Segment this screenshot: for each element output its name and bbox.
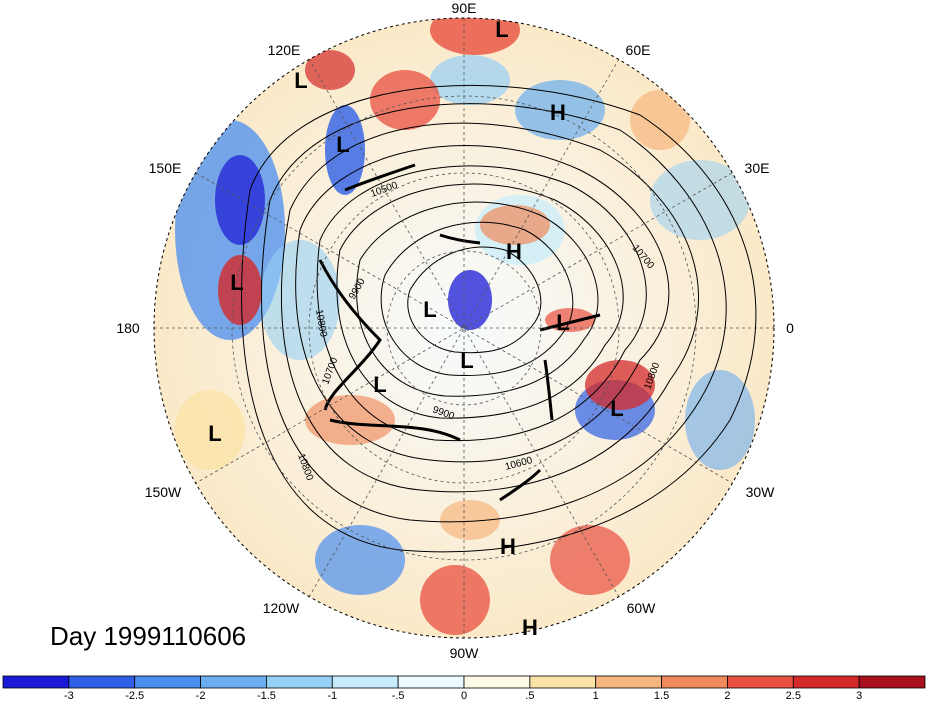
- colorbar-swatch: [397, 675, 465, 689]
- pressure-center-l: L: [423, 297, 436, 322]
- graticule: [154, 18, 774, 638]
- colorbar-tick-label: -.5: [392, 690, 405, 702]
- colorbar-swatch: [134, 675, 201, 689]
- colorbar-swatch: [529, 675, 597, 689]
- lon-label-150w: 150W: [145, 484, 182, 500]
- lon-label-120e: 120E: [268, 42, 301, 58]
- lon-label-90e: 90E: [452, 0, 477, 16]
- pressure-center-h: L: [336, 132, 349, 157]
- pressure-center-h: L: [208, 421, 221, 446]
- colorbar-tick-labels: -3 -2.5 -2 -1.5 -1 -.5 0 .5 1 1.5 2 2.5 3: [64, 690, 862, 702]
- colorbar-tick-label: -1: [327, 690, 337, 702]
- colorbar-tick-label: -2.5: [125, 690, 144, 702]
- colorbar-tick-label: -3: [64, 690, 74, 702]
- pressure-center-l: L: [495, 17, 508, 42]
- pressure-center-l: L: [294, 68, 307, 93]
- longitude-labels: 90E 60E 30E 0 30W 60W 90W 120W 150W 180 …: [116, 0, 794, 661]
- pressure-center-l: L: [373, 372, 386, 397]
- pressure-center-h: H: [550, 100, 566, 125]
- pressure-centers: L L H L H L L L L L L L H H: [208, 17, 623, 640]
- colorbar-swatch: [792, 675, 860, 689]
- lon-label-30e: 30E: [745, 160, 770, 176]
- lon-label-120w: 120W: [263, 600, 300, 616]
- colorbar-tick-label: 2.5: [786, 690, 801, 702]
- pressure-center-h: H: [522, 615, 538, 640]
- colorbar: [2, 675, 926, 689]
- colorbar-swatch: [331, 675, 399, 689]
- colorbar-tick-label: 0: [461, 690, 467, 702]
- anomaly-field: [154, 18, 774, 638]
- colorbar-tick-label: -2: [196, 690, 206, 702]
- pressure-center-l: L: [460, 348, 473, 373]
- jet-contours: [318, 163, 601, 502]
- height-contours: [241, 84, 757, 553]
- colorbar-swatch: [200, 675, 267, 689]
- colorbar-tick-label: 1.5: [654, 690, 669, 702]
- colorbar-tick-label: 1: [593, 690, 599, 702]
- day-label: Day 1999110606: [50, 621, 246, 651]
- contour-label: 10800: [313, 309, 329, 339]
- colorbar-swatch: [68, 675, 136, 689]
- lon-label-90w: 90W: [450, 645, 480, 661]
- lon-label-60w: 60W: [627, 600, 657, 616]
- pressure-center-l: H: [506, 239, 522, 264]
- map-boundary: [153, 17, 775, 639]
- lon-label-150e: 150E: [149, 160, 182, 176]
- pressure-center-h: H: [500, 534, 516, 559]
- colorbar-swatch: [727, 675, 794, 689]
- lon-label-180: 180: [116, 320, 140, 336]
- colorbar-tick-label: 2: [724, 690, 730, 702]
- pressure-center-l: L: [230, 270, 243, 295]
- lon-label-0: 0: [786, 320, 794, 336]
- lon-label-60e: 60E: [626, 42, 651, 58]
- colorbar-tick-label: -1.5: [257, 690, 276, 702]
- lon-label-30w: 30W: [746, 484, 776, 500]
- pressure-center-l: L: [610, 396, 623, 421]
- colorbar-swatch: [661, 675, 728, 689]
- colorbar-swatch: [858, 675, 926, 689]
- colorbar-tick-label: .5: [525, 690, 534, 702]
- pressure-center-l: L: [556, 310, 569, 335]
- colorbar-swatch: [266, 675, 333, 689]
- colorbar-swatch: [463, 675, 531, 689]
- colorbar-swatch: [2, 675, 70, 689]
- colorbar-swatch: [595, 675, 662, 689]
- colorbar-tick-label: 3: [856, 690, 862, 702]
